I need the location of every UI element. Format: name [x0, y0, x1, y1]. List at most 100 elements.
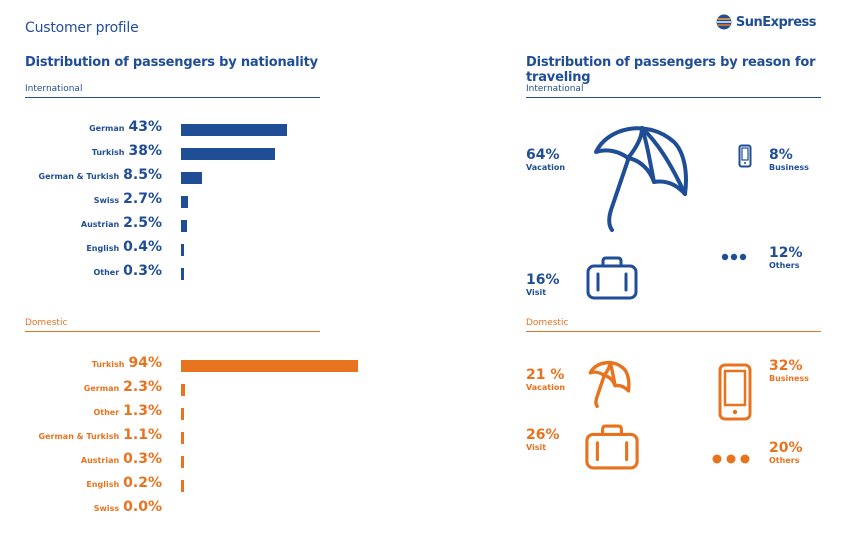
bar-row: Other 0.3%: [0, 263, 162, 283]
value-label: 0.2%: [123, 475, 162, 491]
bar-label: Turkish 38%: [92, 143, 162, 159]
bar: [181, 172, 202, 184]
reason-label: Others: [769, 456, 800, 465]
nationality-domestic-rule: [25, 331, 320, 332]
category-label: Turkish: [91, 148, 125, 157]
sun-stripes-logo-icon: [716, 14, 732, 30]
bar: [181, 196, 188, 208]
suitcase-icon: [586, 256, 638, 300]
reason-pct: 20%: [769, 440, 803, 456]
reason-domestic-others: 20% Others: [769, 440, 803, 466]
bar-label: German & Turkish 1.1%: [39, 427, 162, 443]
reason-pct: 26%: [526, 427, 560, 443]
bar-row: English 0.4%: [0, 239, 162, 259]
bar-row: German 43%: [0, 119, 162, 139]
international-nationality-chart: German 43% Turkish 38% German & Turkish 8.5% S…: [0, 119, 288, 283]
nationality-international-rule: [25, 97, 320, 98]
reason-domestic-business: 32% Business: [769, 358, 809, 384]
bar: [181, 432, 184, 444]
value-label: 2.7%: [123, 191, 162, 207]
bar: [181, 268, 184, 280]
reason-label: Vacation: [526, 163, 566, 172]
umbrella-icon: [588, 360, 631, 408]
nationality-international-label: International: [25, 84, 83, 94]
bar-label: English 0.4%: [86, 239, 162, 255]
value-label: 1.3%: [123, 403, 162, 419]
category-label: Other: [93, 408, 120, 417]
reason-pct: 32%: [769, 358, 803, 374]
bar-label: Swiss 0.0%: [94, 499, 162, 515]
suitcase-icon: [585, 424, 639, 470]
dots-icon: [712, 454, 750, 464]
reason-international-business: 8% Business: [769, 147, 809, 173]
bar-row: Other 1.3%: [0, 403, 162, 423]
bar-row: Austrian 2.5%: [0, 215, 162, 235]
bar-label: German & Turkish 8.5%: [39, 167, 162, 183]
reason-label: Visit: [526, 443, 547, 452]
category-label: German & Turkish: [38, 432, 120, 441]
reason-pct: 21 %: [526, 367, 565, 383]
bar-label: Other 0.3%: [93, 263, 162, 279]
reason-domestic-visit: 26% Visit: [526, 427, 560, 453]
brand-logo: SunExpress: [716, 14, 817, 30]
reason-domestic-label: Domestic: [526, 318, 569, 328]
reason-label: Business: [769, 374, 809, 383]
category-label: Turkish: [91, 360, 125, 369]
category-label: Swiss: [93, 196, 120, 205]
reason-label: Visit: [526, 288, 547, 297]
page-title: Customer profile: [25, 20, 139, 36]
nationality-title: Distribution of passengers by nationalit…: [25, 55, 318, 70]
bar-row: German 2.3%: [0, 379, 162, 399]
bar-label: German 43%: [89, 119, 162, 135]
value-label: 0.3%: [123, 263, 162, 279]
logo-text: SunExpress: [735, 14, 817, 30]
bar: [181, 148, 275, 160]
category-label: Austrian: [80, 220, 120, 229]
value-label: 0.3%: [123, 451, 162, 467]
value-label: 2.5%: [123, 215, 162, 231]
phone-icon: [718, 363, 752, 421]
value-label: 94%: [128, 355, 162, 371]
phone-icon: [738, 144, 752, 168]
reason-pct: 8%: [769, 147, 793, 163]
category-label: Swiss: [93, 504, 120, 513]
reason-domestic-vacation: 21 % Vacation: [526, 367, 565, 393]
bar: [181, 456, 184, 468]
category-label: German: [89, 124, 125, 133]
bar-row: German & Turkish 8.5%: [0, 167, 162, 187]
bar-row: German & Turkish 1.1%: [0, 427, 162, 447]
value-label: 0.4%: [123, 239, 162, 255]
bar-label: Swiss 2.7%: [94, 191, 162, 207]
bar-label: English 0.2%: [86, 475, 162, 491]
category-label: English: [86, 480, 120, 489]
bar-row: Turkish 38%: [0, 143, 162, 163]
bar: [181, 408, 184, 420]
reason-international-vacation: 64% Vacation: [526, 147, 565, 173]
bar: [181, 384, 186, 396]
reason-pct: 16%: [526, 272, 560, 288]
bar-row: Turkish 94%: [0, 355, 162, 375]
reason-international-rule: [526, 97, 821, 98]
reason-international-others: 12% Others: [769, 245, 803, 271]
domestic-nationality-chart: Turkish 94% German 2.3% Other 1.3% German & Tu…: [0, 355, 358, 515]
nationality-domestic-label: Domestic: [25, 318, 68, 328]
reason-domestic-rule: [526, 331, 821, 332]
bar-label: Other 1.3%: [93, 403, 162, 419]
bar: [181, 124, 288, 136]
value-label: 38%: [128, 143, 162, 159]
reason-pct: 64%: [526, 147, 560, 163]
category-label: German: [83, 384, 120, 393]
bar-row: English 0.2%: [0, 475, 162, 495]
reason-label: Others: [769, 261, 800, 270]
umbrella-icon: [594, 126, 688, 232]
category-label: Other: [93, 268, 120, 277]
value-label: 2.3%: [123, 379, 162, 395]
category-label: English: [86, 244, 120, 253]
bar-label: Austrian 2.5%: [81, 215, 162, 231]
reason-international-label: International: [526, 84, 584, 94]
bar-row: Swiss 2.7%: [0, 191, 162, 211]
reason-label: Business: [769, 163, 809, 172]
reason-label: Vacation: [526, 383, 566, 392]
reason-title: Distribution of passengers by reason for…: [526, 55, 816, 85]
category-label: Austrian: [80, 456, 120, 465]
